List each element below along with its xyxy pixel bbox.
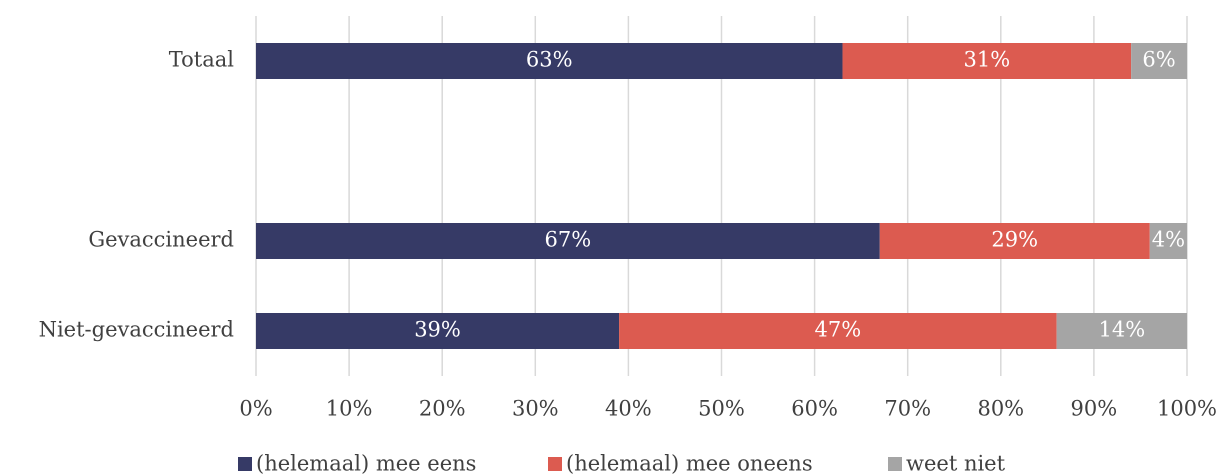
legend-label: weet niet	[906, 452, 1006, 475]
bar-segment	[619, 313, 1057, 349]
y-tick-label: Niet-gevaccineerd	[39, 318, 234, 342]
bar-segment	[256, 223, 880, 259]
bar-segment	[1131, 43, 1187, 79]
x-tick-label: 100%	[1157, 397, 1217, 421]
data-label: 6%	[1142, 48, 1175, 72]
bar-segment	[256, 313, 620, 349]
bar-segment	[1149, 223, 1187, 259]
legend-swatch	[548, 457, 562, 471]
x-tick-label: 20%	[419, 397, 466, 421]
y-tick-label: Totaal	[169, 48, 234, 72]
x-tick-label: 0%	[239, 397, 272, 421]
legend-swatch	[888, 457, 902, 471]
bar-segment	[256, 43, 843, 79]
x-tick-label: 80%	[977, 397, 1024, 421]
data-label: 67%	[545, 228, 592, 252]
x-tick-label: 30%	[512, 397, 559, 421]
x-tick-label: 40%	[605, 397, 652, 421]
legend-label: (helemaal) mee eens	[256, 452, 476, 475]
legend-swatch	[238, 457, 252, 471]
x-tick-label: 10%	[326, 397, 373, 421]
data-label: 29%	[991, 228, 1038, 252]
x-tick-label: 90%	[1071, 397, 1118, 421]
data-label: 47%	[815, 318, 862, 342]
legend-label: (helemaal) mee oneens	[566, 452, 813, 475]
x-tick-label: 70%	[884, 397, 931, 421]
data-label: 39%	[414, 318, 461, 342]
data-label: 14%	[1098, 318, 1145, 342]
data-label: 63%	[526, 48, 573, 72]
bar-segment	[842, 43, 1132, 79]
bar-segment	[879, 223, 1150, 259]
data-label: 31%	[963, 48, 1010, 72]
x-tick-label: 60%	[791, 397, 838, 421]
y-tick-label: Gevaccineerd	[88, 228, 234, 252]
x-tick-label: 50%	[698, 397, 745, 421]
bar-segment	[1056, 313, 1187, 349]
data-label: 4%	[1152, 228, 1185, 252]
